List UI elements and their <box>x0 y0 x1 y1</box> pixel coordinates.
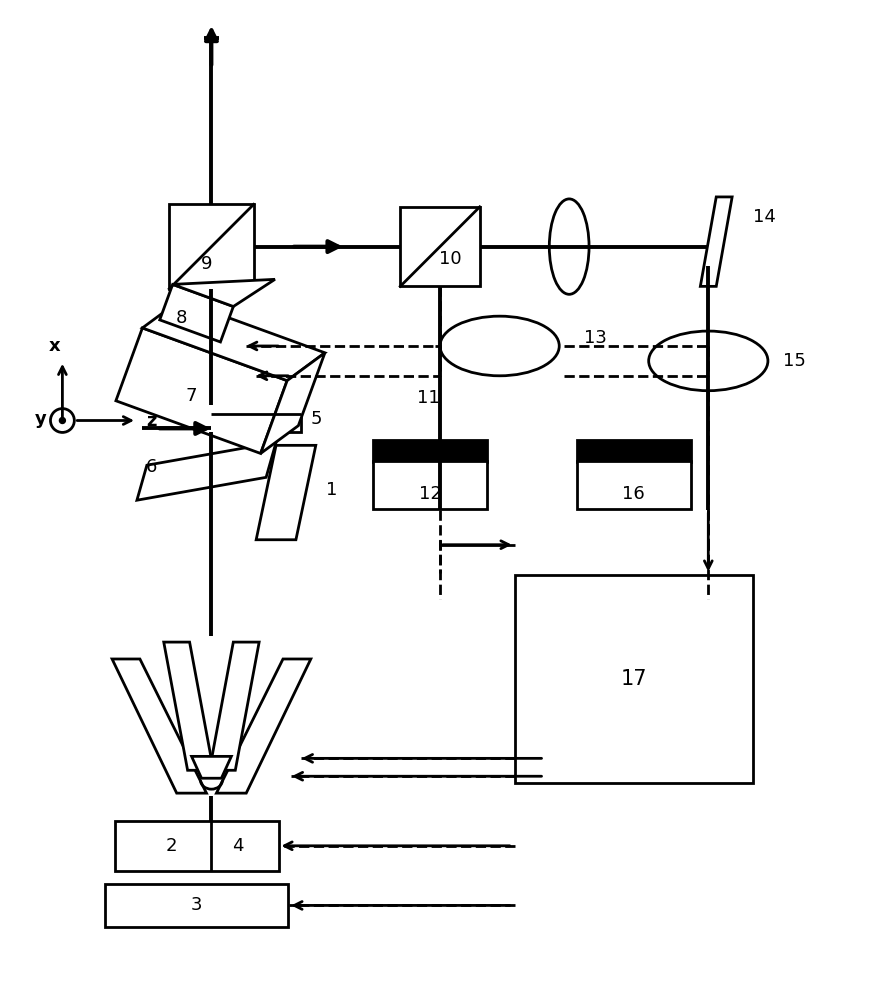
Text: 1: 1 <box>326 481 337 499</box>
Text: 3: 3 <box>191 896 202 914</box>
Text: 11: 11 <box>417 389 439 407</box>
Bar <box>515 575 753 783</box>
Text: 4: 4 <box>232 837 244 855</box>
Bar <box>576 440 691 462</box>
Text: 10: 10 <box>438 250 461 268</box>
Text: 7: 7 <box>186 387 197 405</box>
Polygon shape <box>112 659 207 793</box>
Text: z: z <box>147 412 158 430</box>
Polygon shape <box>256 445 316 540</box>
Polygon shape <box>192 756 231 778</box>
Text: 15: 15 <box>783 352 806 370</box>
Text: 12: 12 <box>419 485 442 503</box>
Text: 5: 5 <box>311 410 322 428</box>
Polygon shape <box>216 659 311 793</box>
Polygon shape <box>260 353 325 453</box>
Bar <box>116 328 287 453</box>
Text: 14: 14 <box>753 208 776 226</box>
Polygon shape <box>143 300 325 381</box>
Bar <box>169 204 253 289</box>
Text: 2: 2 <box>166 837 178 855</box>
Bar <box>105 884 289 927</box>
Ellipse shape <box>440 316 560 376</box>
Bar <box>373 461 488 509</box>
Bar <box>114 821 279 871</box>
Text: y: y <box>34 410 47 428</box>
Bar <box>211 405 301 432</box>
Ellipse shape <box>649 331 768 391</box>
Circle shape <box>60 418 65 423</box>
Bar <box>400 207 480 286</box>
Bar <box>576 461 691 509</box>
Ellipse shape <box>549 199 589 294</box>
Text: x: x <box>48 337 60 355</box>
Polygon shape <box>172 279 275 306</box>
Polygon shape <box>209 642 259 770</box>
Polygon shape <box>700 197 732 286</box>
Text: 17: 17 <box>620 669 647 689</box>
Text: 6: 6 <box>145 458 157 476</box>
Polygon shape <box>164 642 214 770</box>
Bar <box>373 440 488 462</box>
Bar <box>160 284 233 342</box>
Polygon shape <box>137 442 276 500</box>
Text: 9: 9 <box>201 255 212 273</box>
Text: 16: 16 <box>622 485 645 503</box>
Text: 13: 13 <box>584 329 607 347</box>
Text: 8: 8 <box>176 309 187 327</box>
